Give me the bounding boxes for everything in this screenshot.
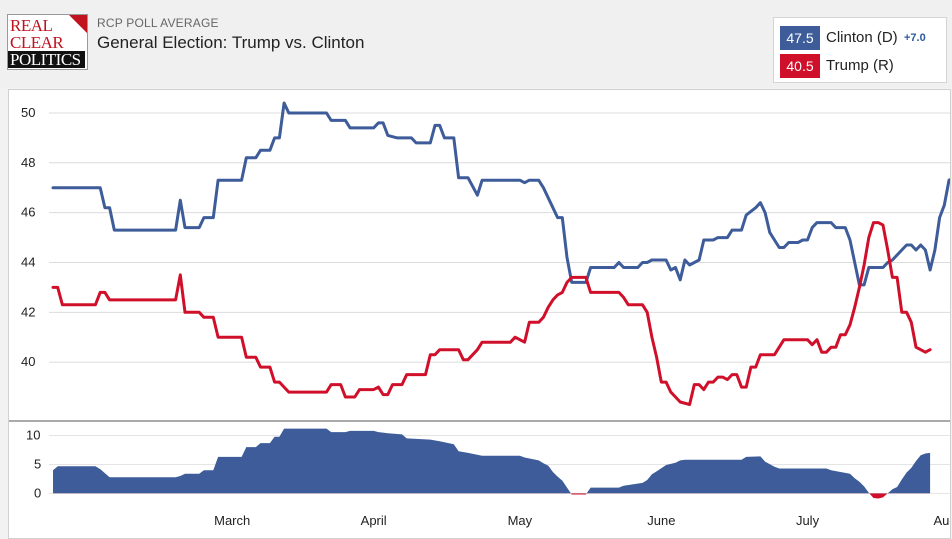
logo-line-2: CLEAR [10, 33, 64, 52]
y-tick-label: 50 [21, 105, 35, 120]
y-tick-label: 40 [21, 354, 35, 369]
clinton-line [51, 101, 950, 287]
page-supertitle: RCP POLL AVERAGE [97, 16, 219, 30]
clinton-name: Clinton (D) [826, 29, 898, 46]
x-tick-label-may: May [508, 513, 533, 528]
clinton-value-badge: 47.5 [780, 26, 820, 50]
legend-item-trump[interactable]: 40.5 Trump (R) [780, 54, 940, 78]
chart-panel: 40 42 44 46 48 50 0 5 10 March April May June July Aug… [8, 89, 951, 539]
poll-chart[interactable]: 40 42 44 46 48 50 0 5 10 March April May June July Aug… [9, 90, 950, 538]
y-tick-label: 46 [21, 205, 35, 220]
x-tick-label-march: March [214, 513, 250, 528]
clinton-spread: +7.0 [904, 32, 926, 44]
trump-line [51, 221, 932, 406]
x-tick-label-august: August [933, 513, 950, 528]
legend-item-clinton[interactable]: 47.5 Clinton (D) +7.0 [780, 26, 940, 50]
spread-y-tick-label: 0 [34, 485, 41, 500]
logo-corner-mark [69, 15, 87, 33]
trump-value-badge: 40.5 [780, 54, 820, 78]
spread-area-positive [53, 428, 931, 494]
header: REAL CLEAR POLITICS RCP POLL AVERAGE Gen… [0, 0, 952, 88]
x-tick-label-july: July [796, 513, 820, 528]
page-title: General Election: Trump vs. Clinton [97, 33, 365, 52]
y-tick-label: 44 [21, 254, 35, 269]
spread-y-tick-label: 5 [34, 456, 41, 471]
trump-name: Trump (R) [826, 57, 894, 74]
y-tick-label: 42 [21, 304, 35, 319]
x-tick-label-april: April [361, 513, 387, 528]
spread-y-tick-label: 10 [26, 428, 40, 443]
x-tick-label-june: June [647, 513, 675, 528]
rcp-logo[interactable]: REAL CLEAR POLITICS [7, 14, 88, 70]
y-tick-label: 48 [21, 155, 35, 170]
logo-line-3: POLITICS [8, 51, 85, 68]
legend: 47.5 Clinton (D) +7.0 40.5 Trump (R) [773, 17, 947, 83]
logo-line-1: REAL [10, 16, 53, 35]
